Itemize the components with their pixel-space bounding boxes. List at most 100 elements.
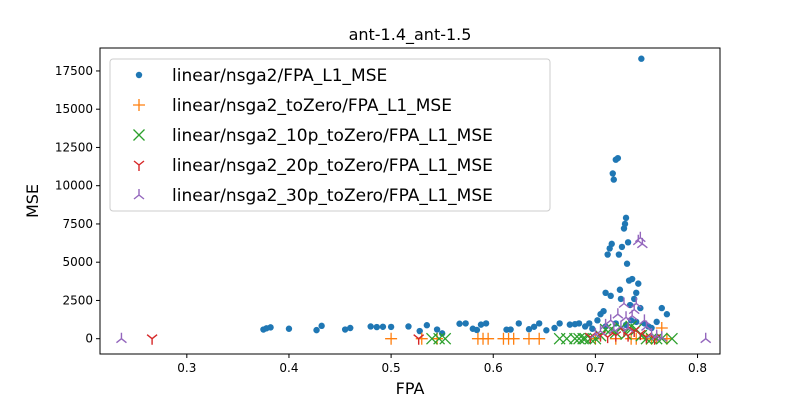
data-point [482, 332, 495, 345]
data-point [651, 329, 663, 341]
data-point [522, 332, 535, 345]
data-point [630, 297, 642, 309]
data-point [595, 325, 606, 336]
x-tick-label: 0.8 [688, 361, 707, 375]
data-point [313, 326, 320, 334]
data-point [413, 334, 425, 345]
data-point [367, 323, 374, 330]
data-point [614, 154, 622, 162]
data-point [433, 326, 441, 333]
data-point [600, 307, 607, 315]
data-point [551, 324, 558, 332]
data-point [610, 176, 617, 183]
data-point [589, 325, 596, 332]
data-point [608, 240, 615, 248]
data-point [533, 332, 546, 345]
legend-marker [135, 71, 143, 79]
data-point [573, 332, 586, 345]
y-tick-label: 12500 [55, 140, 93, 154]
data-point [658, 304, 665, 312]
data-point [607, 292, 614, 300]
data-point [146, 334, 158, 345]
data-point [575, 320, 583, 327]
legend-label: linear/nsga2_10p_toZero/FPA_L1_MSE [172, 126, 493, 146]
data-point [666, 332, 678, 345]
legend-item: linear/nsga2/FPA_L1_MSE [135, 66, 387, 86]
data-point [634, 329, 646, 341]
data-point [267, 324, 274, 331]
data-point [663, 311, 671, 318]
data-point [641, 332, 652, 344]
data-point [635, 280, 642, 287]
data-point [482, 320, 490, 327]
data-point [622, 321, 634, 333]
data-point [423, 322, 431, 329]
data-point [594, 317, 601, 324]
data-point [602, 289, 609, 296]
data-point [385, 332, 398, 345]
data-point [586, 320, 593, 327]
data-point [507, 332, 520, 345]
data-point [477, 321, 485, 328]
legend-marker [133, 160, 145, 171]
y-tick-label: 10000 [55, 179, 93, 193]
chart-title: ant-1.4_ant-1.5 [349, 25, 472, 45]
legend-item: linear/nsga2_20p_toZero/FPA_L1_MSE [133, 156, 493, 176]
data-point [584, 332, 596, 344]
data-point [387, 323, 395, 331]
y-tick-label: 5000 [62, 255, 93, 269]
data-point [525, 326, 533, 333]
data-point [636, 237, 648, 249]
data-point [373, 323, 381, 331]
data-point [700, 332, 712, 344]
data-point [628, 275, 636, 283]
data-point [415, 332, 428, 345]
x-tick-label: 0.4 [279, 361, 298, 375]
data-point [622, 331, 634, 342]
data-point [617, 295, 625, 303]
data-point [116, 332, 127, 344]
legend-item: linear/nsga2_toZero/FPA_L1_MSE [133, 96, 452, 116]
data-point [439, 332, 452, 345]
legend-marker [133, 99, 145, 111]
data-point [608, 323, 620, 335]
data-point [515, 320, 522, 327]
data-point [605, 314, 617, 325]
data-point [621, 220, 629, 228]
data-point [616, 286, 624, 293]
data-point [456, 320, 463, 327]
data-point [536, 320, 543, 327]
data-point [285, 325, 293, 332]
data-point [318, 322, 325, 330]
legend-label: linear/nsga2_30p_toZero/FPA_L1_MSE [172, 186, 493, 206]
data-point [566, 321, 574, 328]
data-point [618, 243, 626, 251]
data-point [341, 326, 349, 333]
data-point [638, 55, 645, 62]
data-point [473, 326, 481, 334]
x-axis-title: FPA [396, 379, 425, 398]
data-point [530, 323, 538, 330]
data-point [612, 308, 624, 319]
data-point [618, 297, 630, 309]
data-point [379, 323, 387, 330]
data-point [634, 231, 646, 243]
data-point [347, 324, 354, 332]
plot-area [99, 47, 721, 355]
x-tick-label: 0.6 [484, 361, 503, 375]
data-point [633, 289, 640, 296]
legend-item: linear/nsga2_30p_toZero/FPA_L1_MSE [133, 186, 493, 206]
series-5 [116, 231, 712, 344]
data-point [609, 170, 616, 177]
data-point [637, 304, 644, 312]
legend: linear/nsga2/FPA_L1_MSE linear/nsga2_toZe… [109, 58, 551, 212]
data-point [433, 332, 446, 345]
legend-label: linear/nsga2_20p_toZero/FPA_L1_MSE [172, 156, 493, 176]
data-point [431, 332, 444, 345]
y-tick-label: 2500 [62, 293, 93, 307]
data-point [556, 320, 563, 327]
data-point [628, 326, 640, 338]
y-tick-label: 7500 [62, 217, 93, 231]
data-points [116, 55, 712, 345]
